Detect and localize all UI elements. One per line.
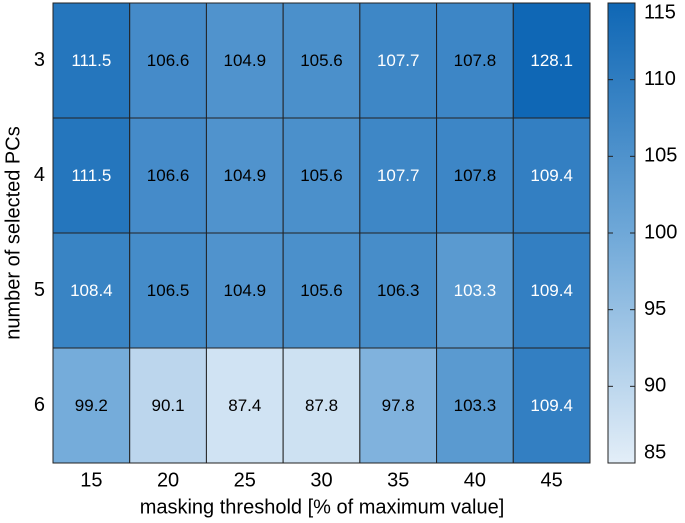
colorbar-tick-label: 90 [644,375,666,397]
y-tick-label: 4 [34,164,45,186]
colorbar-tick-label: 85 [644,441,666,463]
heatmap-cell [359,2,438,119]
heatmap-cell [129,2,207,119]
cell-label: 104.9 [224,51,267,70]
cell-label: 107.7 [377,166,420,185]
colorbar-tick-label: 95 [644,298,666,320]
cell-label: 111.5 [71,51,111,70]
cell-label: 104.9 [224,166,267,185]
cell-label: 106.3 [377,281,420,300]
colorbar-tick-label: 100 [644,221,677,243]
cell-label: 109.4 [530,396,573,415]
cell-label: 109.4 [530,166,573,185]
cell-label: 87.4 [228,396,261,415]
colorbar-tick-label: 110 [644,68,676,90]
colorbar-tick-label: 105 [644,145,677,167]
heatmap-cell [512,117,591,234]
heatmap-cell [282,347,361,464]
heatmap-cell [205,232,284,349]
y-axis-label: number of selected PCs [2,126,24,339]
x-tick-label: 30 [310,469,332,491]
heatmap-cell [282,232,361,349]
y-tick-label: 6 [34,394,45,416]
cell-label: 90.1 [152,396,185,415]
cell-label: 106.6 [147,51,190,70]
cell-label: 109.4 [530,281,573,300]
heatmap-cell [129,232,207,349]
x-tick-label: 40 [464,469,486,491]
x-tick-label: 45 [541,469,563,491]
cell-label: 111.5 [71,166,111,185]
x-tick-label: 15 [80,469,102,491]
heatmap-cell [282,2,361,119]
cell-label: 106.5 [147,281,190,300]
cell-label: 128.1 [530,51,573,70]
cell-label: 103.3 [454,396,497,415]
heatmap-cell [52,2,131,119]
heatmap-cell [512,232,591,349]
y-tick-label: 3 [34,49,45,71]
cell-label: 103.3 [454,281,497,300]
heatmap-cell [359,232,438,349]
heatmap-cell [436,117,514,234]
heatmap-cell [52,232,131,349]
y-tick-label: 5 [34,279,45,301]
x-axis-label: masking threshold [% of maximum value] [140,496,505,518]
cell-label: 99.2 [75,396,108,415]
cell-label: 108.4 [70,281,113,300]
heatmap-cell [205,117,284,234]
heatmap-cell [436,347,514,464]
x-tick-label: 20 [157,469,179,491]
x-tick-label: 25 [234,469,256,491]
cell-label: 107.8 [454,166,497,185]
cell-label: 105.6 [300,166,343,185]
cell-label: 105.6 [300,51,343,70]
heatmap-cell [52,347,131,464]
plot-frame [52,2,591,464]
cell-label: 107.7 [377,51,420,70]
cell-label: 107.8 [454,51,497,70]
cell-label: 105.6 [300,281,343,300]
cell-label: 97.8 [382,396,415,415]
cell-label: 104.9 [224,281,267,300]
heatmap-cell [512,347,591,464]
heatmap-cell [129,347,207,464]
cell-label: 106.6 [147,166,190,185]
heatmap-cell [436,232,514,349]
heatmap-cell [436,2,514,119]
colorbar-tick-label: 115 [644,1,676,23]
heatmap-cell [359,117,438,234]
cell-label: 87.8 [305,396,338,415]
x-tick-label: 35 [387,469,409,491]
